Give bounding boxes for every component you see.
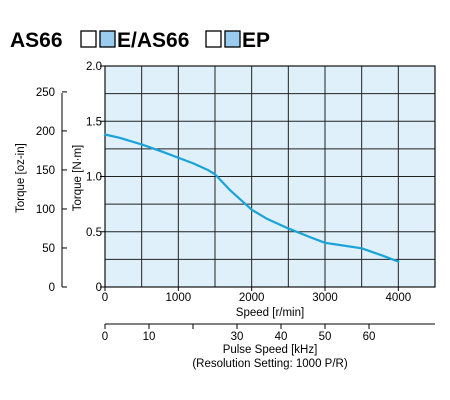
title-box-outline-1 xyxy=(80,30,97,48)
y-tick-label-4: 2.0 xyxy=(86,61,102,73)
y-axis-ozin: 0 50 100 150 200 250 xyxy=(36,87,67,294)
khz-tick-label-1: 10 xyxy=(143,331,156,343)
title-part-3: EP xyxy=(242,29,270,52)
y-tick-label-1: 0.5 xyxy=(86,227,102,239)
y-axis-nm: 0 0.5 1.0 1.5 2.0 xyxy=(86,61,105,294)
y-ozin-tick-label-5: 250 xyxy=(36,87,55,99)
y-tick-label-0: 0 xyxy=(96,282,102,294)
y-axis-label-nm: Torque [N·m] xyxy=(72,145,84,211)
x-axis-speed: 0 1000 2000 3000 4000 xyxy=(102,287,411,304)
khz-tick-label-0: 0 xyxy=(102,331,108,343)
title-part-1: AS66 xyxy=(10,29,63,52)
y-tick-label-2: 1.0 xyxy=(86,172,102,184)
x-tick-label-4: 4000 xyxy=(386,292,412,304)
khz-tick-label-5: 50 xyxy=(319,331,332,343)
title-box-outline-2 xyxy=(205,30,222,48)
x-tick-label-1: 1000 xyxy=(166,292,192,304)
pulse-speed-sublabel: (Resolution Setting: 1000 P/R) xyxy=(192,358,348,370)
khz-tick-label-4: 40 xyxy=(275,331,288,343)
y-ozin-tick-label-1: 50 xyxy=(42,243,55,255)
y-ozin-tick-label-0: 0 xyxy=(49,282,55,294)
series-line-0 xyxy=(103,133,400,263)
y-ozin-tick-label-3: 150 xyxy=(36,165,55,177)
title-part-2: E/AS66 xyxy=(117,29,189,52)
x-tick-label-3: 3000 xyxy=(312,292,338,304)
y-axis-label-ozin: Torque [oz-in] xyxy=(15,143,27,213)
khz-tick-label-3: 30 xyxy=(231,331,244,343)
pulse-speed-axis: 0 10 30 40 50 60 xyxy=(102,324,376,343)
y-tick-label-3: 1.5 xyxy=(86,116,102,128)
series-group xyxy=(103,133,400,263)
x-tick-label-0: 0 xyxy=(102,292,108,304)
chart-title: AS66 E/AS66 EP xyxy=(10,29,270,52)
x-tick-label-2: 2000 xyxy=(239,292,265,304)
y-ozin-tick-label-2: 100 xyxy=(36,204,55,216)
khz-tick-label-6: 60 xyxy=(363,331,376,343)
title-box-filled-1 xyxy=(99,30,116,48)
y-ozin-tick-label-4: 200 xyxy=(36,126,55,138)
x-axis-label: Speed [r/min] xyxy=(236,307,304,319)
title-box-filled-2 xyxy=(224,30,241,48)
pulse-speed-label: Pulse Speed [kHz] xyxy=(223,344,318,356)
